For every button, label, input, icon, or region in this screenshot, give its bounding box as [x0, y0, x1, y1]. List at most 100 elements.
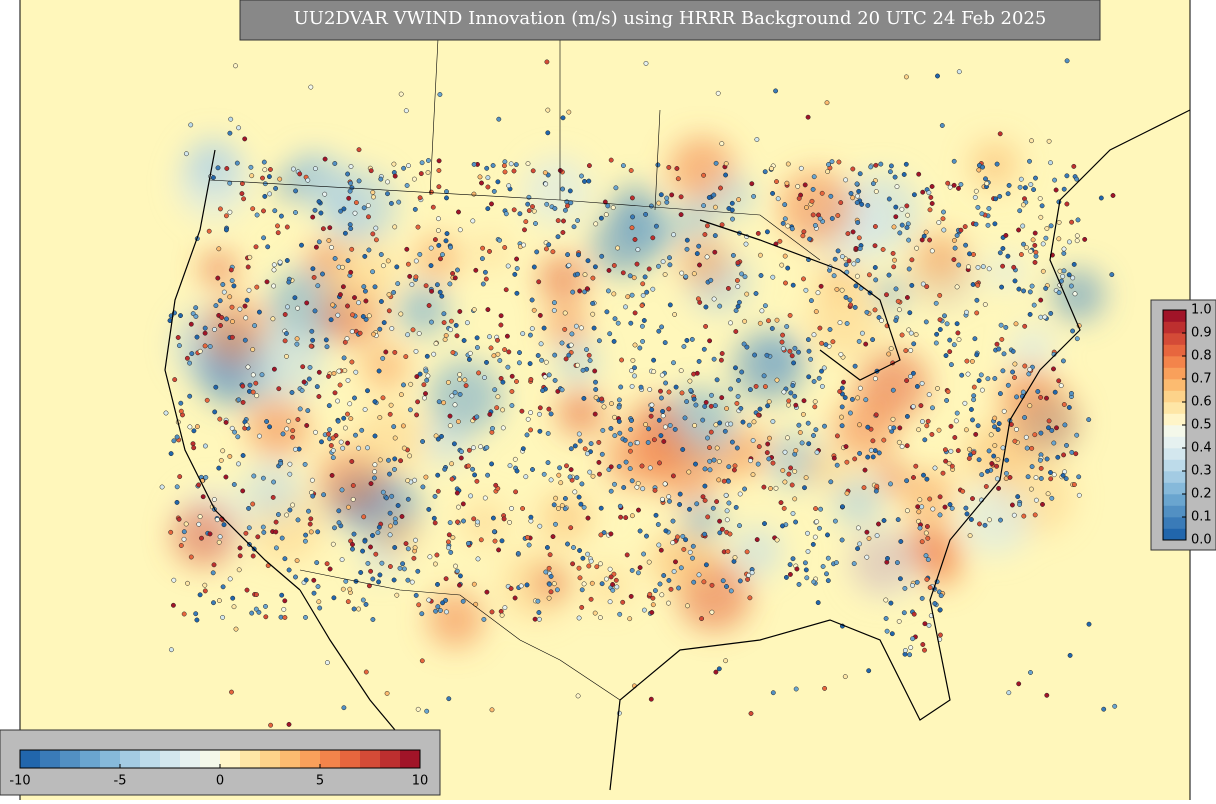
- observation: [425, 170, 431, 175]
- observation: [759, 308, 765, 314]
- observation: [217, 298, 223, 304]
- observation: [874, 483, 880, 489]
- observation: [345, 171, 351, 177]
- observation: [1067, 652, 1073, 658]
- observation: [992, 443, 998, 448]
- observation: [202, 588, 208, 594]
- observation: [259, 372, 265, 378]
- observation: [250, 389, 256, 395]
- observation: [410, 327, 416, 333]
- observation: [857, 246, 863, 252]
- observation: [724, 584, 729, 589]
- observation: [426, 303, 432, 308]
- observation: [582, 178, 587, 184]
- observation: [774, 377, 780, 383]
- observation: [656, 263, 661, 269]
- observation: [200, 494, 206, 500]
- observation: [392, 349, 398, 355]
- observation: [442, 337, 448, 343]
- observation: [386, 457, 391, 463]
- observation: [545, 130, 551, 136]
- observation: [598, 215, 604, 221]
- observation: [271, 262, 277, 268]
- observation: [1013, 321, 1019, 327]
- observation: [904, 203, 910, 209]
- observation: [438, 256, 443, 262]
- observation: [436, 158, 442, 164]
- colorbar-swatch: [1163, 344, 1186, 357]
- observation: [498, 322, 504, 328]
- observation: [480, 281, 486, 287]
- observation: [264, 419, 270, 424]
- observation: [509, 389, 515, 394]
- observation: [436, 242, 442, 248]
- observation: [184, 355, 190, 361]
- observation: [927, 237, 933, 243]
- observation: [618, 384, 624, 390]
- observation: [805, 337, 811, 343]
- observation: [387, 564, 393, 569]
- observation: [185, 580, 190, 586]
- observation: [1027, 311, 1033, 317]
- observation: [400, 561, 406, 567]
- observation: [528, 410, 534, 416]
- observation: [708, 429, 714, 435]
- observation: [839, 414, 844, 420]
- observation: [815, 600, 821, 606]
- observation: [455, 267, 460, 273]
- observation: [1056, 219, 1062, 225]
- observation: [687, 549, 693, 555]
- observation: [330, 455, 336, 461]
- observation: [551, 308, 557, 313]
- observation: [826, 162, 831, 167]
- field-blob: [678, 236, 731, 289]
- observation: [902, 647, 908, 653]
- observation: [502, 605, 508, 611]
- observation: [647, 387, 653, 392]
- observation: [302, 538, 308, 544]
- observation: [229, 689, 234, 695]
- observation: [812, 222, 818, 228]
- observation: [938, 593, 944, 599]
- observation: [852, 456, 858, 462]
- observation: [1069, 449, 1075, 455]
- observation: [843, 177, 849, 183]
- observation: [920, 281, 926, 287]
- observation: [635, 440, 640, 446]
- observation: [937, 494, 943, 500]
- observation: [728, 421, 734, 427]
- observation: [970, 496, 975, 502]
- observation: [1005, 253, 1011, 259]
- observation: [290, 166, 296, 172]
- observation: [431, 515, 437, 521]
- observation: [1074, 176, 1080, 182]
- observation: [813, 427, 819, 433]
- observation: [316, 599, 322, 605]
- observation: [489, 461, 495, 467]
- observation: [233, 626, 239, 632]
- observation: [792, 496, 798, 502]
- observation: [284, 426, 290, 432]
- observation: [838, 351, 844, 357]
- observation: [709, 392, 714, 398]
- observation: [437, 92, 443, 97]
- observation: [454, 333, 460, 339]
- observation: [300, 364, 306, 370]
- observation: [1037, 196, 1043, 201]
- observation: [1061, 268, 1067, 274]
- observation: [733, 329, 739, 334]
- observation: [932, 601, 938, 606]
- observation: [240, 383, 246, 389]
- colorbar-swatch: [20, 750, 41, 768]
- observation: [923, 530, 929, 536]
- observation: [187, 424, 193, 430]
- observation: [857, 171, 863, 177]
- observation: [627, 466, 633, 472]
- observation: [582, 272, 588, 278]
- observation: [711, 457, 717, 463]
- observation: [236, 567, 242, 573]
- observation: [562, 326, 568, 332]
- observation: [801, 398, 807, 404]
- observation: [516, 360, 522, 366]
- observation: [575, 271, 581, 277]
